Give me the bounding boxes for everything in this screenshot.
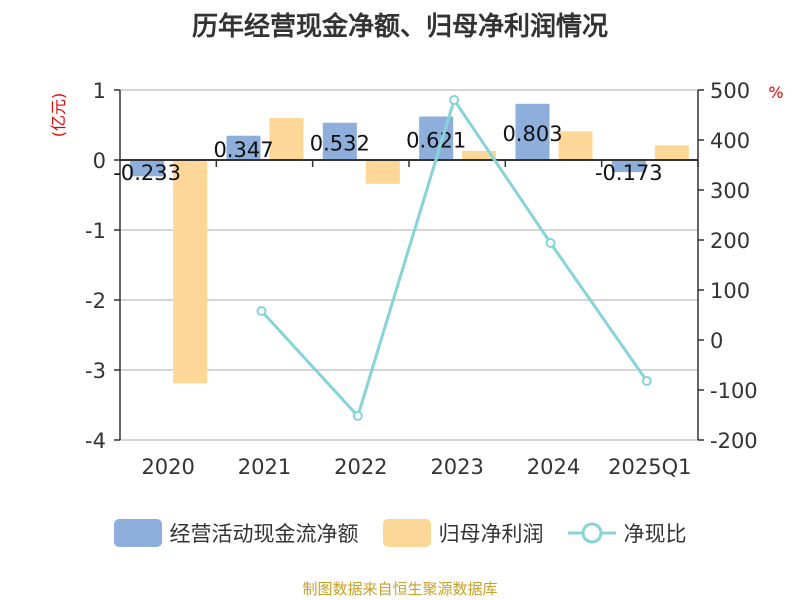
source-note: 制图数据来自恒生聚源数据库 (302, 580, 498, 598)
y2-axis-label: % (768, 83, 783, 102)
bar-cashflow (130, 160, 165, 177)
x-tick-label: 2025Q1 (608, 455, 691, 479)
bar-cashflow (515, 103, 550, 160)
y2-tick-label: 200 (710, 229, 750, 253)
data-label: -0.233 (113, 161, 181, 185)
x-tick-label: 2020 (141, 455, 194, 479)
y2-tick-label: 300 (710, 179, 750, 203)
chart-title: 历年经营现金净额、归母净利润情况 (191, 12, 608, 42)
y-tick-label: -1 (85, 219, 106, 243)
bar-profit (365, 160, 400, 184)
bar-profit (269, 118, 304, 160)
y2-tick-label: -200 (710, 429, 758, 453)
x-tick-label: 2023 (430, 455, 483, 479)
y2-tick-label: -100 (710, 379, 758, 403)
y2-tick-label: 0 (710, 329, 723, 353)
y2-tick-label: 500 (710, 79, 750, 103)
legend-item-cashflow[interactable]: 经营活动现金流净额 (113, 518, 359, 548)
x-tick-label: 2021 (238, 455, 291, 479)
x-tick-label: 2024 (527, 455, 580, 479)
y2-tick-label: 400 (710, 129, 750, 153)
bar-profit (173, 160, 208, 384)
line-point (641, 376, 652, 386)
data-label: 0.347 (213, 138, 273, 162)
legend-label: 经营活动现金流净额 (169, 522, 359, 546)
line-point (352, 411, 363, 421)
legend: 经营活动现金流净额 归母净利润 净现比 (0, 518, 800, 548)
legend-item-profit[interactable]: 归母净利润 (382, 518, 544, 548)
legend-swatch-profit (382, 519, 431, 547)
line-point (545, 238, 556, 248)
y2-tick-label: 100 (710, 279, 750, 303)
y-tick-label: 0 (93, 149, 106, 173)
legend-swatch-cashflow (113, 519, 162, 547)
bar-cashflow (611, 160, 646, 173)
y-tick-label: 1 (93, 79, 106, 103)
y-tick-label: -4 (85, 429, 106, 453)
bar-profit (462, 150, 497, 160)
legend-line-marker-icon (567, 522, 616, 544)
data-label: 0.803 (502, 122, 562, 146)
legend-label: 归母净利润 (438, 522, 544, 546)
line-point (449, 95, 460, 105)
y-tick-label: -3 (85, 359, 106, 383)
bar-cashflow (226, 135, 261, 160)
x-tick-label: 2022 (334, 455, 387, 479)
bar-profit (558, 131, 593, 160)
line-point (256, 306, 267, 316)
legend-label: 净现比 (623, 522, 687, 546)
data-label: -0.173 (595, 161, 663, 185)
data-label: 0.621 (406, 128, 466, 152)
y-axis-label: (亿元) (49, 93, 68, 138)
legend-item-ratio[interactable]: 净现比 (567, 518, 687, 548)
y-tick-label: -2 (85, 289, 106, 313)
data-label: 0.532 (310, 131, 370, 155)
bar-cashflow (322, 122, 357, 160)
bar-profit (654, 145, 689, 160)
